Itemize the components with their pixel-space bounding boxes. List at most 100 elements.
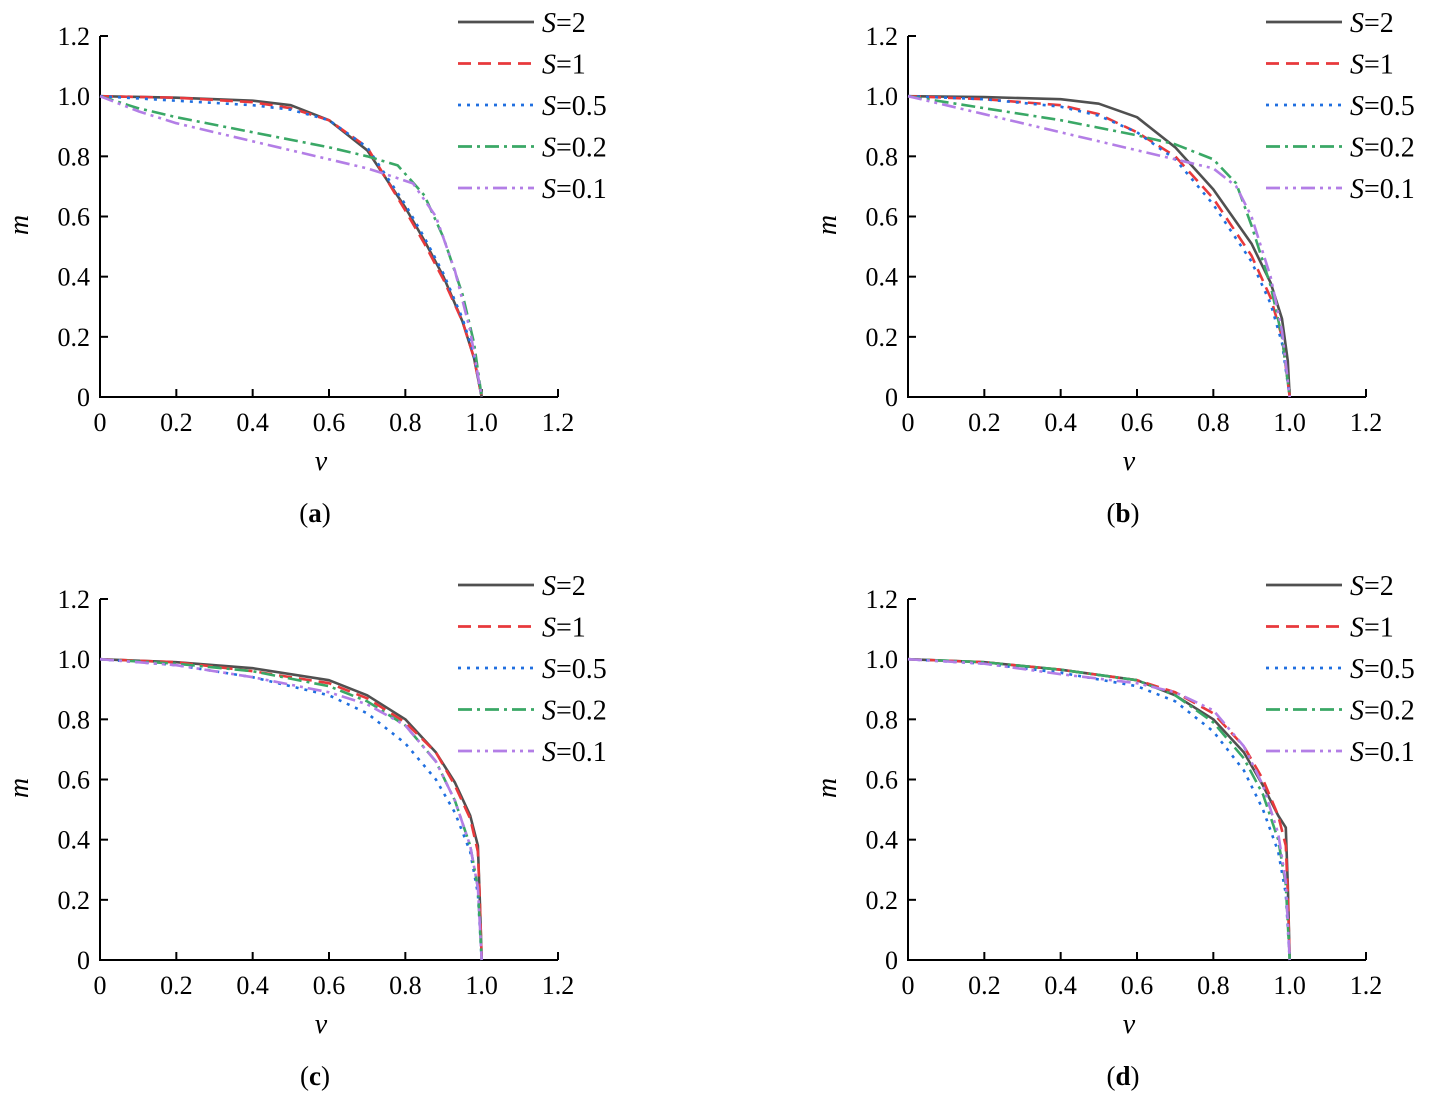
x-axis-label: v [315,1009,328,1040]
x-tick-label: 0.4 [236,408,269,437]
x-axis-label: v [315,446,328,477]
x-tick-label: 0.4 [1044,971,1077,1000]
x-tick-label: 1.0 [1273,971,1306,1000]
legend-label: S=1 [542,613,586,644]
legend-label: S=1 [1350,50,1394,81]
series-line-s-1 [99,94,483,398]
y-tick-label: 0.2 [866,886,899,915]
y-tick-label: 1.0 [866,82,899,111]
x-tick-label: 0 [94,971,107,1000]
panel-label: (d) [1106,1061,1139,1091]
x-tick-label: 0.6 [313,408,346,437]
x-tick-label: 0.6 [1121,971,1154,1000]
y-tick-label: 0 [77,946,90,975]
series-line-s-0-2 [99,94,483,398]
series-line-s-1 [907,657,1291,961]
legend-label: S=2 [542,8,586,39]
legend-label: S=0.2 [1350,696,1415,727]
y-tick-label: 1.0 [58,82,91,111]
legend-label: S=0.5 [542,91,607,122]
series-line-s-0-2 [99,657,483,961]
axes-frame [99,36,558,398]
y-tick-label: 0.6 [58,203,91,232]
x-tick-label: 0.2 [160,971,193,1000]
y-tick-label: 0.8 [866,142,899,171]
y-tick-label: 0.6 [866,766,899,795]
x-tick-label: 0.4 [236,971,269,1000]
panel-label: (b) [1106,498,1139,528]
legend-label: S=2 [542,571,586,602]
series-line-s-0-1 [907,657,1291,961]
y-tick-label: 0 [885,383,898,412]
series-line-s-0-2 [907,94,1291,398]
y-tick-label: 0.2 [58,323,91,352]
x-tick-label: 0.6 [313,971,346,1000]
legend-label: S=0.1 [542,174,607,205]
series-line-s-0-1 [99,94,483,398]
x-tick-label: 0.8 [1197,408,1230,437]
axes-frame [907,36,1366,398]
y-tick-label: 1.2 [866,22,899,51]
series-line-s-2 [907,94,1291,398]
x-tick-label: 0.2 [968,408,1001,437]
y-axis-label: m [4,215,35,235]
legend-label: S=0.5 [1350,654,1415,685]
y-axis-label: m [812,778,843,798]
chart-panel-3: 0 0.2 0.4 0.6 0.8 1.0 1.2 0 0.2 0.4 0.6 0.8 1.0 1.2 v m… [812,571,1415,1091]
x-tick-label: 1.0 [1273,408,1306,437]
legend-label: S=0.5 [542,654,607,685]
x-tick-label: 0.2 [160,408,193,437]
y-tick-label: 0 [77,383,90,412]
series-line-s-2 [907,657,1291,961]
chart-panel-2: 0 0.2 0.4 0.6 0.8 1.0 1.2 0 0.2 0.4 0.6 0.8 1.0 1.2 v m… [4,571,607,1091]
x-axis-label: v [1123,446,1136,477]
x-tick-label: 1.2 [542,408,575,437]
series-line-s-1 [99,657,483,961]
x-tick-label: 1.2 [1350,408,1383,437]
x-tick-label: 1.2 [542,971,575,1000]
legend-label: S=1 [542,50,586,81]
chart-panel-0: 0 0.2 0.4 0.6 0.8 1.0 1.2 0 0.2 0.4 0.6 0.8 1.0 1.2 v m… [4,8,607,528]
y-tick-label: 1.0 [866,645,899,674]
series-line-s-0-2 [907,657,1291,961]
x-tick-label: 0.8 [1197,971,1230,1000]
y-tick-label: 0.6 [58,766,91,795]
series-line-s-0-1 [99,657,483,961]
panel-label: (c) [300,1061,330,1091]
y-tick-label: 0.8 [58,705,91,734]
x-tick-label: 0.4 [1044,408,1077,437]
panel-label: (a) [299,498,331,528]
legend-label: S=0.1 [1350,737,1415,768]
series-line-s-0-1 [907,94,1291,398]
y-tick-label: 1.0 [58,645,91,674]
y-tick-label: 0.4 [58,263,91,292]
axes-frame [99,599,558,961]
x-tick-label: 0 [902,971,915,1000]
legend-label: S=2 [1350,8,1394,39]
x-tick-label: 1.0 [465,408,498,437]
legend-label: S=0.5 [1350,91,1415,122]
series-line-s-0-5 [907,657,1291,961]
x-tick-label: 0 [902,408,915,437]
x-tick-label: 0.6 [1121,408,1154,437]
y-tick-label: 0.2 [866,323,899,352]
legend-label: S=0.1 [1350,174,1415,205]
x-tick-label: 0.8 [389,971,422,1000]
axes-frame [907,599,1366,961]
x-tick-label: 0.2 [968,971,1001,1000]
legend-label: S=0.2 [542,696,607,727]
x-tick-label: 1.2 [1350,971,1383,1000]
y-tick-label: 0 [885,946,898,975]
legend-label: S=2 [1350,571,1394,602]
y-tick-label: 1.2 [866,585,899,614]
y-axis-label: m [4,778,35,798]
x-axis-label: v [1123,1009,1136,1040]
legend-label: S=0.1 [542,737,607,768]
series-line-s-0-5 [99,94,483,398]
legend-label: S=1 [1350,613,1394,644]
chart-panel-1: 0 0.2 0.4 0.6 0.8 1.0 1.2 0 0.2 0.4 0.6 0.8 1.0 1.2 v m… [812,8,1415,528]
y-tick-label: 0.4 [866,263,899,292]
series-line-s-0-5 [99,657,483,961]
y-tick-label: 0.4 [866,826,899,855]
